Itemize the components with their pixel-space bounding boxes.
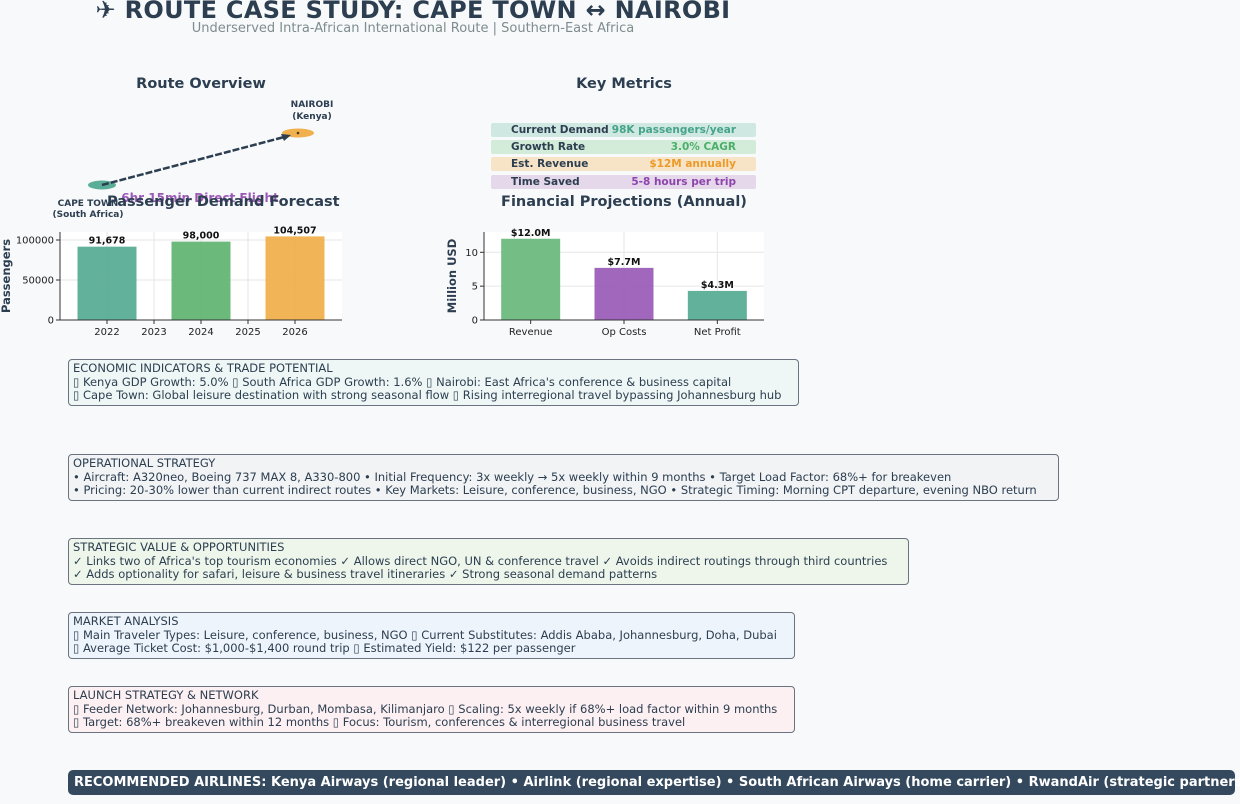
market-line-2: ▯ Average Ticket Cost: $1,000-$1,400 rou… [73, 641, 576, 656]
market-title: MARKET ANALYSIS [73, 614, 179, 628]
metric-value: $12M annually [649, 158, 736, 170]
bar-value-label: $4.3M [701, 280, 734, 291]
bar-value-label: $12.0M [511, 228, 551, 239]
metric-value: 98K passengers/year [611, 124, 736, 136]
metric-current-demand: Current Demand 98K passengers/year [491, 123, 756, 137]
strategic-title: STRATEGIC VALUE & OPPORTUNITIES [73, 540, 285, 554]
x-tick-label: Net Profit [694, 327, 741, 338]
x-tick-label: Revenue [509, 327, 553, 338]
y-tick-label: 10 [465, 248, 478, 259]
metric-value: 5-8 hours per trip [631, 176, 736, 188]
metric-value: 3.0% CAGR [670, 141, 736, 153]
y-tick-label: 50000 [22, 276, 54, 287]
economic-indicators-box: ECONOMIC INDICATORS & TRADE POTENTIAL ▯ … [68, 359, 799, 406]
flight-arrow-icon [281, 134, 291, 141]
origin-name: CAPE TOWN [58, 199, 119, 209]
launch-strategy-box: LAUNCH STRATEGY & NETWORK ▯ Feeder Netwo… [68, 686, 795, 733]
launch-line-1: ▯ Feeder Network: Johannesburg, Durban, … [73, 701, 778, 716]
operational-line-2: • Pricing: 20-30% lower than current ind… [73, 483, 1037, 498]
market-analysis-box: MARKET ANALYSIS ▯ Main Traveler Types: L… [68, 612, 795, 659]
y-axis-label: Passengers [0, 239, 13, 313]
strategic-line-2: ✓ Adds optionality for safari, leisure &… [73, 567, 658, 582]
x-tick-label: 2025 [235, 327, 260, 338]
route-map: NAIROBI (Kenya) CAPE TOWN (South Africa)… [53, 100, 334, 220]
economic-line-2: ▯ Cape Town: Global leisure destination … [73, 388, 782, 403]
operational-strategy-box: OPERATIONAL STRATEGY • Aircraft: A320neo… [68, 454, 1059, 501]
bar [594, 267, 654, 320]
financial-chart-title: Financial Projections (Annual) [501, 194, 747, 210]
key-metrics-title: Key Metrics [576, 76, 672, 92]
flight-duration-label: 6hr 15min Direct Flight [121, 191, 279, 205]
metric-label: Growth Rate [511, 141, 586, 153]
bar [265, 236, 325, 320]
bar [687, 290, 747, 320]
origin-country: (South Africa) [53, 210, 124, 220]
strategic-line-1: ✓ Links two of Africa's top tourism econ… [73, 553, 888, 568]
route-overview-title: Route Overview [136, 76, 266, 92]
bar [171, 241, 231, 320]
economic-title: ECONOMIC INDICATORS & TRADE POTENTIAL [73, 361, 333, 375]
y-axis-label: Million USD [445, 239, 459, 313]
destination-country: (Kenya) [292, 112, 332, 122]
recommended-airlines-banner: RECOMMENDED AIRLINES: Kenya Airways (reg… [68, 770, 1240, 795]
metric-time-saved: Time Saved 5-8 hours per trip [491, 175, 756, 189]
operational-title: OPERATIONAL STRATEGY [73, 456, 216, 470]
flight-path-line [101, 134, 289, 187]
metric-est-revenue: Est. Revenue $12M annually [491, 157, 756, 171]
page-subtitle: Underserved Intra-African International … [191, 21, 635, 36]
x-tick-label: 2023 [141, 327, 166, 338]
bar-value-label: 98,000 [183, 231, 220, 242]
x-tick-label: 2024 [188, 327, 213, 338]
y-tick-label: 0 [472, 316, 478, 327]
y-tick-label: 100000 [16, 236, 54, 247]
bar [501, 238, 561, 320]
economic-line-1: ▯ Kenya GDP Growth: 5.0% ▯ South Africa … [73, 374, 732, 389]
bar-value-label: 104,507 [273, 225, 316, 236]
x-tick-label: 2026 [282, 327, 307, 338]
bar-value-label: 91,678 [89, 236, 126, 247]
launch-title: LAUNCH STRATEGY & NETWORK [73, 688, 259, 702]
strategic-value-box: STRATEGIC VALUE & OPPORTUNITIES ✓ Links … [68, 538, 909, 585]
metric-label: Time Saved [511, 176, 580, 188]
demand-chart: 0 50000 100000 2022 2023 2024 2025 2026 91,678 98… [0, 225, 342, 338]
destination-name: NAIROBI [291, 100, 334, 110]
bar-value-label: $7.7M [608, 257, 641, 268]
y-tick-label: 5 [472, 282, 478, 293]
metric-label: Est. Revenue [511, 158, 589, 170]
destination-center-dot [296, 131, 300, 135]
x-tick-label: Op Costs [602, 327, 647, 338]
x-tick-label: 2022 [94, 327, 119, 338]
financial-chart: 0 5 10 Revenue Op Costs Net Profit $12.0M $7.7M… [445, 228, 764, 338]
operational-line-1: • Aircraft: A320neo, Boeing 737 MAX 8, A… [73, 469, 952, 484]
page-title: ✈ ROUTE CASE STUDY: CAPE TOWN ↔ NAIROBI [95, 0, 731, 24]
market-line-1: ▯ Main Traveler Types: Leisure, conferen… [73, 627, 777, 642]
y-tick-label: 0 [48, 316, 54, 327]
metric-growth-rate: Growth Rate 3.0% CAGR [491, 140, 756, 154]
launch-line-2: ▯ Target: 68%+ breakeven within 12 month… [73, 715, 686, 730]
metric-label: Current Demand [511, 124, 609, 136]
bar [77, 246, 137, 320]
demand-chart-title: Passenger Demand Forecast [107, 194, 340, 210]
